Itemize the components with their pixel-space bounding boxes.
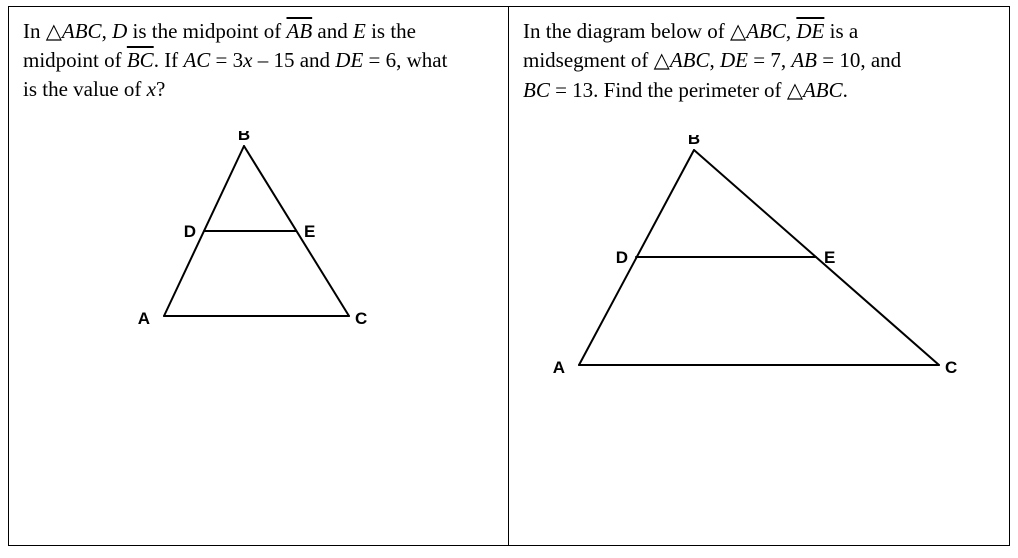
svg-text:A: A xyxy=(137,309,149,328)
triangle-diagram-right: B A C D E xyxy=(544,135,974,395)
segment-BC: BC xyxy=(127,48,154,72)
text: In xyxy=(23,19,46,43)
text: is a xyxy=(824,19,858,43)
svg-text:B: B xyxy=(237,131,249,144)
text: = 7, xyxy=(748,48,791,72)
triangle-symbol: △ xyxy=(730,20,746,43)
text: and xyxy=(312,19,353,43)
problem-cell-left: In △ABC, D is the midpoint of AB and E i… xyxy=(9,7,509,545)
text: . xyxy=(843,78,848,102)
svg-text:E: E xyxy=(824,248,835,267)
text: E xyxy=(353,19,366,43)
text: is the value of xyxy=(23,77,147,101)
text: ABC xyxy=(746,19,786,43)
text: In the diagram below of xyxy=(523,19,730,43)
svg-text:D: D xyxy=(183,222,195,241)
triangle-symbol: △ xyxy=(46,20,62,43)
text: . If xyxy=(154,48,184,72)
text: AB xyxy=(791,48,817,72)
text: ABC xyxy=(670,48,710,72)
text: is the xyxy=(366,19,416,43)
triangle-diagram-left: B A C D E xyxy=(124,131,394,341)
problem-text-right: In the diagram below of △ABC, DE is a mi… xyxy=(523,17,995,105)
text: midsegment of xyxy=(523,48,654,72)
text: , xyxy=(709,48,720,72)
svg-text:B: B xyxy=(688,135,700,148)
text: AC xyxy=(183,48,210,72)
text: DE xyxy=(720,48,748,72)
segment-DE: DE xyxy=(796,19,824,43)
text: D xyxy=(112,19,127,43)
text: BC xyxy=(523,78,550,102)
text: = 3 xyxy=(210,48,243,72)
text: ABC xyxy=(62,19,102,43)
svg-text:C: C xyxy=(945,358,957,377)
text: ABC xyxy=(803,78,843,102)
text: DE xyxy=(335,48,363,72)
problem-text-left: In △ABC, D is the midpoint of AB and E i… xyxy=(23,17,494,103)
text: – 15 and xyxy=(252,48,335,72)
segment-AB: AB xyxy=(287,19,313,43)
worksheet-page: In △ABC, D is the midpoint of AB and E i… xyxy=(0,0,1018,558)
triangle-symbol: △ xyxy=(787,79,803,102)
text: x xyxy=(147,77,156,101)
diagram-left-wrap: B A C D E xyxy=(23,131,494,341)
text: ? xyxy=(156,77,165,101)
text: = 6, what xyxy=(363,48,447,72)
svg-text:E: E xyxy=(304,222,315,241)
svg-text:A: A xyxy=(553,358,565,377)
text: = 10, and xyxy=(817,48,901,72)
triangle-symbol: △ xyxy=(654,49,670,72)
problem-frame: In △ABC, D is the midpoint of AB and E i… xyxy=(8,6,1010,546)
text: = 13. Find the perimeter of xyxy=(550,78,787,102)
svg-text:D: D xyxy=(616,248,628,267)
text: midpoint of xyxy=(23,48,127,72)
text: , xyxy=(786,19,797,43)
text: , xyxy=(102,19,113,43)
problem-cell-right: In the diagram below of △ABC, DE is a mi… xyxy=(509,7,1009,545)
diagram-right-wrap: B A C D E xyxy=(523,135,995,395)
svg-text:C: C xyxy=(355,309,367,328)
text: is the midpoint of xyxy=(127,19,286,43)
